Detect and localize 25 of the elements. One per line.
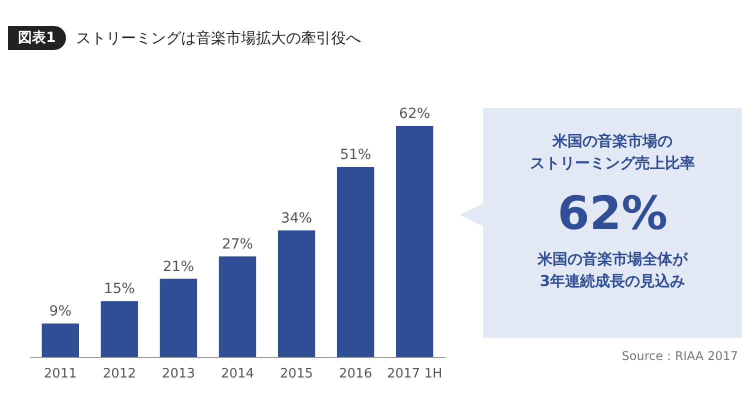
- x-tick-label: 2015: [280, 366, 314, 382]
- bar: [100, 301, 138, 357]
- bar: [218, 256, 256, 357]
- source-note: Source：RIAA 2017: [622, 348, 738, 365]
- x-tick-label: 2016: [339, 366, 372, 382]
- x-tick-label: 2011: [44, 366, 77, 382]
- data-label: 27%: [222, 236, 254, 252]
- bar: [160, 278, 198, 357]
- data-label: 51%: [340, 146, 372, 163]
- text: 図表1: [8, 26, 66, 50]
- x-tick-label: 2017 1H: [386, 366, 442, 382]
- data-label: 21%: [162, 258, 194, 275]
- data-label: 15%: [104, 281, 135, 298]
- x-tick-label: 2013: [162, 366, 196, 382]
- data-label: 9%: [49, 303, 72, 320]
- x-tick-label: 2012: [102, 366, 136, 382]
- chart-title: ストリーミングは音楽市場拡大の牽引役へ: [76, 28, 361, 48]
- bar: [336, 166, 374, 357]
- callout-box: 米国の音楽市場の ストリーミング売上比率 62% 米国の音楽市場全体が 3年連続成長の見込み: [483, 108, 742, 338]
- x-tick-label: 2014: [220, 366, 254, 382]
- bar: [278, 230, 316, 357]
- bar: [42, 323, 79, 357]
- data-label: 34%: [280, 210, 312, 226]
- bar: [396, 126, 434, 357]
- data-label: 62%: [399, 106, 430, 122]
